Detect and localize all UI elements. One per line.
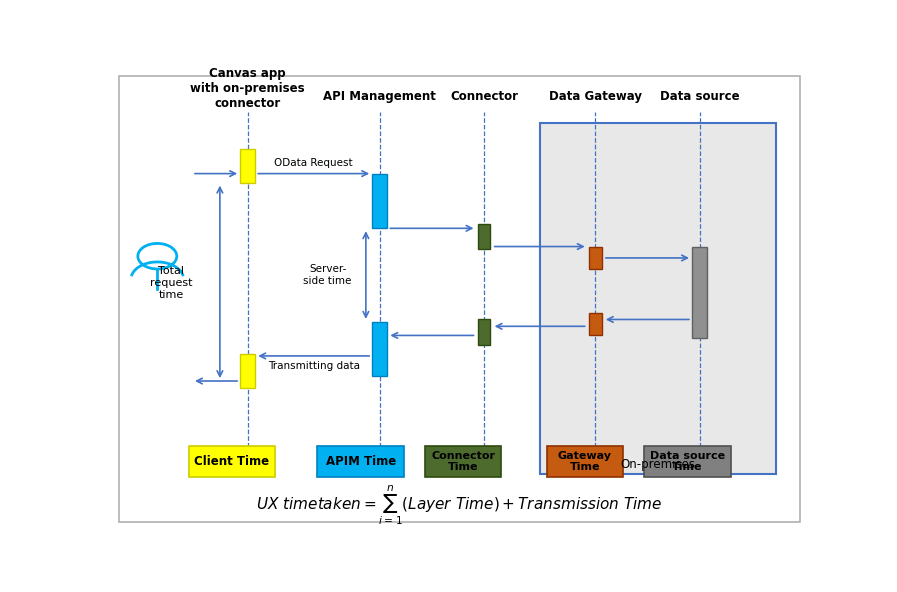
FancyBboxPatch shape [240, 353, 256, 388]
Text: Client Time: Client Time [195, 455, 270, 468]
FancyBboxPatch shape [425, 446, 501, 477]
FancyBboxPatch shape [240, 149, 256, 183]
FancyBboxPatch shape [478, 320, 491, 345]
Text: Data source: Data source [659, 90, 739, 103]
FancyBboxPatch shape [188, 446, 275, 477]
FancyBboxPatch shape [119, 76, 800, 522]
Text: $\mathit{UX\ timetaken} = \sum_{i=1}^{n}\mathit{(Layer\ Time)} + \mathit{Transmi: $\mathit{UX\ timetaken} = \sum_{i=1}^{n}… [257, 483, 663, 527]
FancyBboxPatch shape [589, 313, 602, 336]
FancyBboxPatch shape [589, 246, 602, 269]
Text: Total
request
time: Total request time [150, 266, 193, 300]
Text: Data Gateway: Data Gateway [549, 90, 641, 103]
FancyBboxPatch shape [372, 173, 388, 229]
Text: Transmitting data: Transmitting data [267, 361, 360, 371]
Text: Gateway
Time: Gateway Time [558, 451, 612, 472]
FancyBboxPatch shape [478, 224, 491, 249]
Text: Connector: Connector [450, 90, 518, 103]
Text: API Management: API Management [323, 90, 436, 103]
Text: OData Request: OData Request [274, 158, 353, 168]
FancyBboxPatch shape [644, 446, 731, 477]
Text: On-premises: On-premises [621, 458, 695, 471]
FancyBboxPatch shape [540, 124, 776, 474]
FancyBboxPatch shape [318, 446, 404, 477]
Text: APIM Time: APIM Time [326, 455, 396, 468]
FancyBboxPatch shape [692, 246, 707, 337]
Text: Data source
Time: Data source Time [649, 451, 725, 472]
Text: Server-
side time: Server- side time [303, 264, 352, 286]
Text: Connector
Time: Connector Time [431, 451, 495, 472]
Text: Canvas app
with on-premises
connector: Canvas app with on-premises connector [190, 67, 305, 110]
FancyBboxPatch shape [546, 446, 623, 477]
FancyBboxPatch shape [372, 322, 388, 377]
